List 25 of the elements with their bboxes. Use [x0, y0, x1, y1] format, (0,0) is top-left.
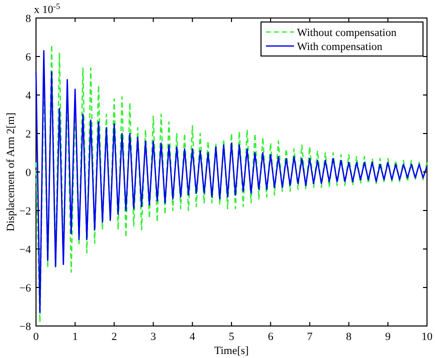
x-tick-label: 7: [306, 331, 313, 343]
x-tick-label: 0: [33, 331, 40, 343]
x-tick-label: 6: [268, 331, 274, 343]
y-tick-label: 6: [26, 52, 32, 64]
x-tick-label: 1: [72, 331, 78, 343]
legend-label: Without compensation: [297, 27, 397, 39]
x-axis-title: Time[s]: [214, 345, 249, 357]
x-tick-label: 8: [346, 331, 352, 343]
x-tick-label: 5: [228, 331, 235, 343]
y-tick-label: −2: [19, 206, 31, 218]
y-tick-label: −8: [19, 321, 32, 333]
y-tick-label: 4: [26, 90, 32, 102]
x-tick-label: 2: [111, 331, 117, 343]
y-tick-label: −4: [19, 244, 32, 256]
y-tick-label: 8: [26, 13, 32, 25]
y-axis-title: Displacement of Arm 2[m]: [5, 112, 17, 232]
x-tick-label: 9: [385, 331, 392, 343]
x-tick-label: 3: [150, 331, 157, 343]
legend-label: With compensation: [297, 41, 383, 53]
text: x 10$^{-5}$: [34, 2, 60, 16]
y-tick-label: 2: [26, 128, 31, 140]
x-tick-label: 4: [190, 331, 196, 343]
y-tick-label: −6: [19, 282, 32, 294]
x-tick-label: 10: [422, 331, 433, 343]
y-tick-label: 0: [26, 167, 32, 179]
